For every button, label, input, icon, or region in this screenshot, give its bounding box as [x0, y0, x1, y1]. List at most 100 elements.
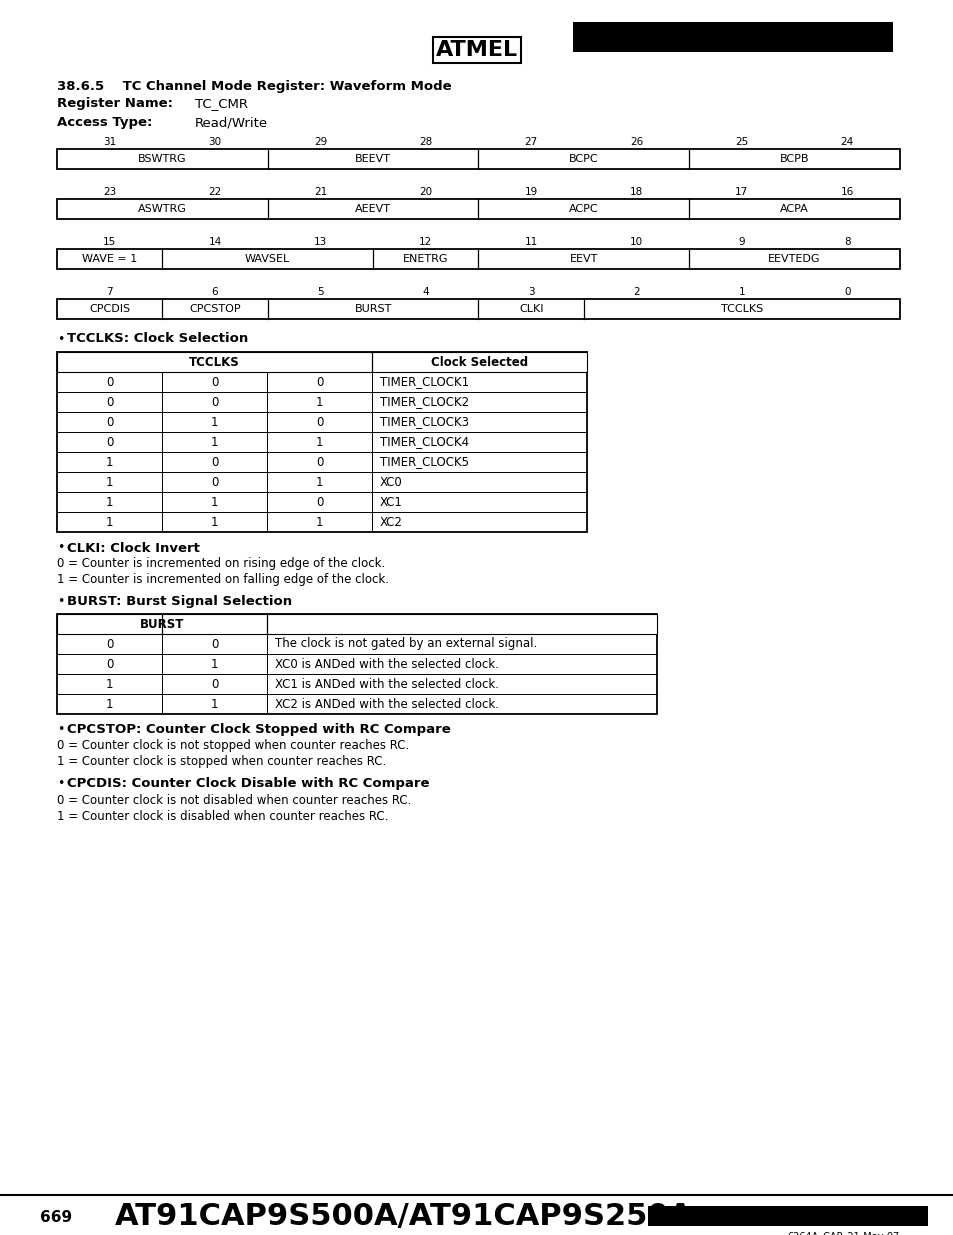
Text: 8: 8 [843, 237, 850, 247]
Text: TIMER_CLOCK5: TIMER_CLOCK5 [379, 456, 469, 468]
Text: 1 = Counter clock is disabled when counter reaches RC.: 1 = Counter clock is disabled when count… [57, 809, 388, 823]
Text: ATMEL: ATMEL [436, 40, 517, 61]
Text: EEVTEDG: EEVTEDG [767, 254, 820, 264]
Bar [57, 352, 586, 532]
Bar [57, 614, 657, 634]
Bar [57, 299, 899, 319]
Text: BURST: BURST [140, 618, 184, 631]
Text: BSWTRG: BSWTRG [138, 154, 187, 164]
Text: WAVE = 1: WAVE = 1 [82, 254, 137, 264]
Text: 14: 14 [208, 237, 221, 247]
Text: 1: 1 [211, 698, 218, 710]
Text: ENETRG: ENETRG [402, 254, 448, 264]
Text: TIMER_CLOCK3: TIMER_CLOCK3 [379, 415, 469, 429]
Text: 13: 13 [314, 237, 327, 247]
Text: 0: 0 [211, 678, 218, 690]
Text: 24: 24 [840, 137, 853, 147]
Text: 12: 12 [418, 237, 432, 247]
Text: XC0 is ANDed with the selected clock.: XC0 is ANDed with the selected clock. [274, 657, 498, 671]
Text: 0: 0 [843, 287, 850, 296]
Text: TC_CMR: TC_CMR [194, 98, 248, 110]
Text: XC0: XC0 [379, 475, 402, 489]
Text: 28: 28 [418, 137, 432, 147]
Text: WAVSEL: WAVSEL [245, 254, 290, 264]
Text: 26: 26 [629, 137, 642, 147]
Text: 30: 30 [209, 137, 221, 147]
Text: 0: 0 [211, 475, 218, 489]
Text: Read/Write: Read/Write [194, 116, 268, 128]
Text: 0 = Counter is incremented on rising edge of the clock.: 0 = Counter is incremented on rising edg… [57, 557, 385, 571]
Text: 0: 0 [106, 375, 113, 389]
Text: 25: 25 [735, 137, 748, 147]
Text: 9: 9 [738, 237, 744, 247]
Text: 1: 1 [106, 456, 113, 468]
Text: 23: 23 [103, 186, 116, 198]
Text: 0: 0 [106, 436, 113, 448]
Text: 0: 0 [211, 375, 218, 389]
Text: Clock Selected: Clock Selected [431, 356, 528, 368]
Text: •: • [57, 724, 64, 736]
Text: CPCSTOP: Counter Clock Stopped with RC Compare: CPCSTOP: Counter Clock Stopped with RC C… [67, 724, 450, 736]
Text: 0: 0 [315, 495, 323, 509]
Text: XC2: XC2 [379, 515, 402, 529]
Text: 0: 0 [211, 637, 218, 651]
Text: CLKI: CLKI [518, 304, 543, 314]
Text: •: • [57, 595, 64, 609]
Text: TCCLKS: TCCLKS [720, 304, 762, 314]
Text: 0: 0 [106, 657, 113, 671]
Text: 1: 1 [211, 657, 218, 671]
Text: CPCDIS: Counter Clock Disable with RC Compare: CPCDIS: Counter Clock Disable with RC Co… [67, 778, 429, 790]
Text: XC1: XC1 [379, 495, 402, 509]
Text: 1: 1 [106, 698, 113, 710]
Text: 0: 0 [106, 395, 113, 409]
Text: 20: 20 [418, 186, 432, 198]
Text: 1: 1 [211, 415, 218, 429]
Text: 27: 27 [524, 137, 537, 147]
Bar [57, 149, 899, 169]
Text: 1 = Counter clock is stopped when counter reaches RC.: 1 = Counter clock is stopped when counte… [57, 756, 386, 768]
Text: 15: 15 [103, 237, 116, 247]
Text: 1: 1 [315, 395, 323, 409]
Text: 22: 22 [208, 186, 221, 198]
Text: ACPA: ACPA [780, 204, 808, 214]
Text: 7: 7 [107, 287, 112, 296]
Text: 1 = Counter is incremented on falling edge of the clock.: 1 = Counter is incremented on falling ed… [57, 573, 389, 587]
Text: The clock is not gated by an external signal.: The clock is not gated by an external si… [274, 637, 537, 651]
Text: BEEVT: BEEVT [355, 154, 391, 164]
Text: 1: 1 [211, 515, 218, 529]
Bar [573, 22, 892, 52]
Text: 19: 19 [524, 186, 537, 198]
Text: 1: 1 [315, 515, 323, 529]
Text: BCPB: BCPB [779, 154, 808, 164]
Text: 2: 2 [633, 287, 639, 296]
Bar [57, 614, 657, 714]
Text: 0: 0 [315, 456, 323, 468]
Text: 1: 1 [106, 495, 113, 509]
Text: 17: 17 [735, 186, 748, 198]
Text: 5: 5 [316, 287, 323, 296]
Text: 29: 29 [314, 137, 327, 147]
Text: TCCLKS: Clock Selection: TCCLKS: Clock Selection [67, 332, 248, 346]
Text: 11: 11 [524, 237, 537, 247]
Text: 1: 1 [315, 436, 323, 448]
Text: 0: 0 [106, 637, 113, 651]
Text: 0 = Counter clock is not stopped when counter reaches RC.: 0 = Counter clock is not stopped when co… [57, 740, 409, 752]
Text: 6: 6 [212, 287, 218, 296]
Text: 1: 1 [211, 495, 218, 509]
Text: 10: 10 [629, 237, 642, 247]
Text: 6264A–CAP–21-May-07: 6264A–CAP–21-May-07 [787, 1233, 899, 1235]
Text: 1: 1 [315, 475, 323, 489]
Text: CPCSTOP: CPCSTOP [189, 304, 240, 314]
Text: ASWTRG: ASWTRG [138, 204, 187, 214]
Text: 0 = Counter clock is not disabled when counter reaches RC.: 0 = Counter clock is not disabled when c… [57, 794, 411, 806]
Text: Register Name:: Register Name: [57, 98, 172, 110]
Text: 669: 669 [40, 1209, 72, 1224]
Text: 0: 0 [211, 456, 218, 468]
Bar [647, 1207, 927, 1226]
Text: 0: 0 [315, 375, 323, 389]
Text: TIMER_CLOCK1: TIMER_CLOCK1 [379, 375, 469, 389]
Text: AT91CAP9S500A/AT91CAP9S250A: AT91CAP9S500A/AT91CAP9S250A [115, 1203, 693, 1231]
Text: 1: 1 [106, 678, 113, 690]
Text: BURST: BURST [355, 304, 392, 314]
Text: 1: 1 [106, 515, 113, 529]
